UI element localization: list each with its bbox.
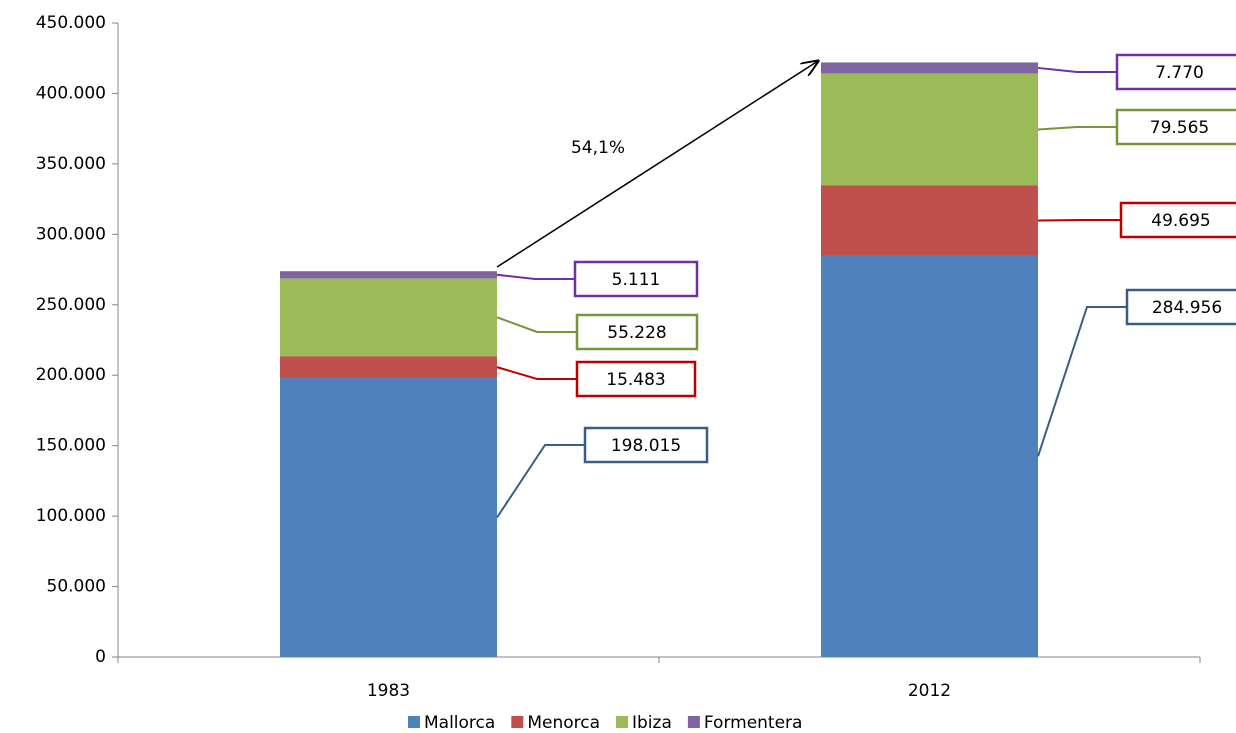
legend-label: Mallorca [424, 713, 495, 733]
y-tick-label: 200.000 [36, 365, 106, 385]
growth-arrow [496, 61, 818, 268]
label-box [1115, 108, 1236, 146]
leader-line [496, 366, 577, 380]
leader-line [1037, 126, 1117, 131]
bar-segment [280, 271, 497, 279]
label-box [583, 426, 709, 464]
legend-label: Formentera [704, 713, 803, 733]
leader-line [1037, 219, 1121, 222]
value-label: 49.695 [1151, 211, 1210, 231]
label-box [575, 360, 697, 398]
value-label: 55.228 [607, 323, 666, 343]
label-box [573, 260, 699, 298]
y-tick-label: 100.000 [36, 506, 106, 526]
bar-segment [280, 356, 497, 379]
leader-line [496, 316, 577, 333]
y-tick-label: 250.000 [36, 295, 106, 315]
value-label: 5.111 [612, 270, 661, 290]
label-box [1115, 53, 1236, 91]
y-tick-label: 400.000 [36, 83, 106, 103]
label-box [1119, 201, 1236, 239]
legend-label: Menorca [527, 713, 600, 733]
bar-segment [821, 185, 1038, 256]
bar-segment [821, 62, 1038, 74]
leader-line [1037, 66, 1117, 73]
y-tick-label: 150.000 [36, 436, 106, 456]
leader-line [496, 273, 575, 280]
y-tick-label: 0 [95, 647, 106, 667]
label-box [575, 313, 699, 351]
value-label: 15.483 [606, 370, 665, 390]
annotation: 54,1% [571, 138, 625, 158]
bar-segment [280, 378, 497, 657]
bar-segment [821, 73, 1038, 186]
legend-label: Ibiza [632, 713, 672, 733]
y-tick-label: 450.000 [36, 13, 106, 33]
y-tick-label: 350.000 [36, 154, 106, 174]
legend-swatch [687, 716, 700, 728]
value-label: 79.565 [1150, 118, 1209, 138]
value-label: 198.015 [611, 436, 681, 456]
leader-line [496, 444, 585, 519]
legend-swatch [408, 716, 420, 728]
x-tick-label: 1983 [367, 681, 410, 701]
bar-segment [821, 255, 1038, 657]
y-tick-label: 300.000 [36, 224, 106, 244]
leader-line [1037, 306, 1127, 457]
value-label: 284.956 [1152, 298, 1222, 318]
legend-swatch [616, 716, 628, 728]
label-box [1125, 288, 1236, 326]
bar-segment [280, 278, 497, 357]
value-label: 7.770 [1155, 63, 1204, 83]
y-tick-label: 50.000 [47, 577, 106, 597]
x-tick-label: 2012 [908, 681, 951, 701]
legend-swatch [511, 716, 524, 728]
